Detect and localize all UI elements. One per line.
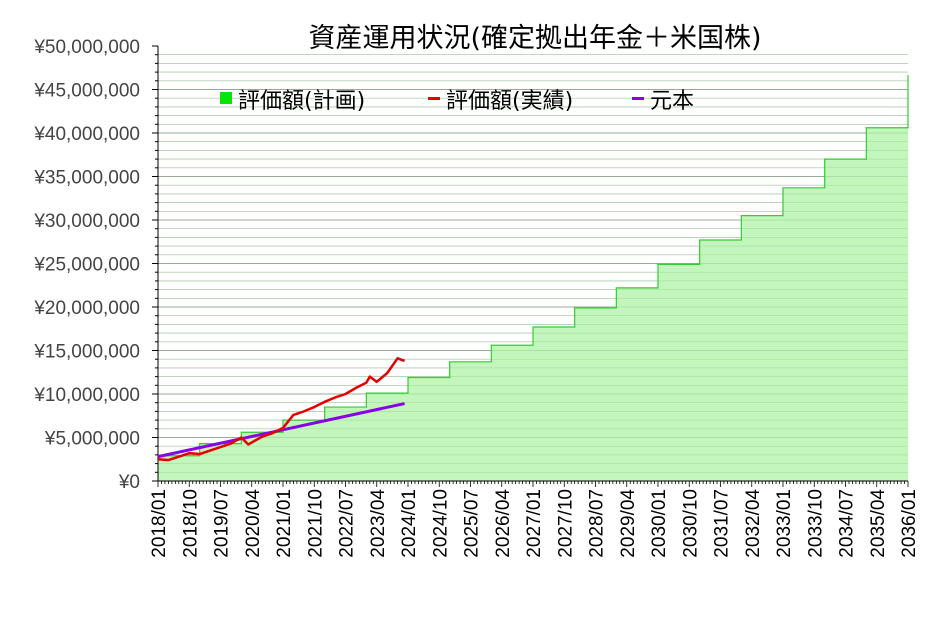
y-tick-label: ¥45,000,000 — [33, 81, 140, 102]
legend-swatch-line — [632, 97, 644, 100]
legend-label: 元本 — [650, 89, 694, 114]
y-tick-label: ¥10,000,000 — [33, 385, 140, 406]
plan-point — [199, 442, 201, 445]
x-tick-label: 2020/04 — [243, 489, 264, 558]
chart-title: 資産運用状況(確定拠出年金＋米国株) — [308, 23, 761, 54]
x-tick-label: 2028/07 — [587, 489, 608, 558]
x-tick-label: 2023/04 — [368, 489, 389, 558]
plan-point — [657, 263, 659, 265]
legend-swatch-plan — [220, 92, 232, 104]
x-tick-label: 2019/07 — [212, 489, 233, 558]
x-tick-label: 2022/07 — [337, 489, 358, 558]
plan-point — [824, 158, 826, 160]
x-tick-label: 2030/01 — [649, 489, 670, 558]
y-tick-label: ¥25,000,000 — [33, 255, 140, 276]
x-tick-label: 2027/01 — [524, 489, 545, 558]
y-tick-label: ¥20,000,000 — [33, 298, 140, 319]
x-tick-label: 2033/01 — [774, 489, 795, 558]
x-tick-label: 2035/04 — [868, 489, 889, 558]
x-tick-label: 2021/10 — [305, 489, 326, 558]
x-tick-label: 2025/07 — [462, 489, 483, 558]
x-tick-label: 2018/10 — [180, 489, 201, 558]
y-tick-label: ¥50,000,000 — [33, 37, 140, 58]
plan-point — [282, 419, 284, 421]
y-tick-label: ¥40,000,000 — [33, 124, 140, 145]
x-tick-label: 2027/10 — [555, 489, 576, 558]
x-tick-label: 2021/01 — [274, 489, 295, 558]
x-tick-label: 2024/10 — [430, 489, 451, 558]
x-tick-label: 2031/07 — [712, 489, 733, 558]
actual-line — [157, 357, 405, 462]
plan-point — [240, 431, 242, 433]
y-tick-label: ¥15,000,000 — [33, 342, 140, 363]
plan-point — [449, 361, 451, 363]
plan-point — [532, 326, 534, 328]
legend: 評価額(計画) 評価額(実績) 元本 — [220, 89, 694, 114]
y-tick-label: ¥5,000,000 — [44, 429, 140, 450]
y-tick-label: ¥30,000,000 — [33, 211, 140, 232]
plan-point — [699, 239, 701, 241]
plan-point — [615, 287, 617, 289]
plan-point — [907, 74, 909, 77]
legend-label: 評価額(実績) — [446, 89, 573, 114]
tick-labels: ¥0 ¥5,000,000 ¥10,000,000 ¥15,000,000 ¥20,00… — [33, 37, 920, 558]
x-tick-label: 2026/04 — [493, 489, 514, 558]
plan-area — [158, 75, 908, 481]
legend-swatch-line — [428, 97, 440, 100]
x-tick-label: 2018/01 — [149, 489, 170, 558]
x-tick-label: 2032/04 — [743, 489, 764, 558]
x-tick-label: 2030/10 — [680, 489, 701, 558]
plan-point — [782, 187, 784, 189]
plan-point — [407, 376, 409, 379]
axes — [152, 45, 909, 487]
plan-point — [740, 215, 742, 217]
x-tick-label: 2029/04 — [618, 489, 639, 558]
y-tick-label: ¥0 — [118, 472, 140, 493]
x-tick-label: 2034/07 — [837, 489, 858, 558]
x-tick-label: 2036/01 — [899, 489, 920, 558]
plan-point — [865, 127, 867, 129]
line-series — [157, 357, 405, 462]
x-tick-label: 2024/01 — [399, 489, 420, 558]
plan-point — [490, 344, 492, 346]
plan-point — [324, 406, 326, 408]
x-tick-label: 2033/10 — [805, 489, 826, 558]
y-tick-label: ¥35,000,000 — [33, 168, 140, 189]
plan-point — [574, 307, 576, 309]
legend-label: 評価額(計画) — [238, 89, 365, 114]
plan-series — [157, 54, 909, 481]
plan-point — [365, 392, 367, 394]
